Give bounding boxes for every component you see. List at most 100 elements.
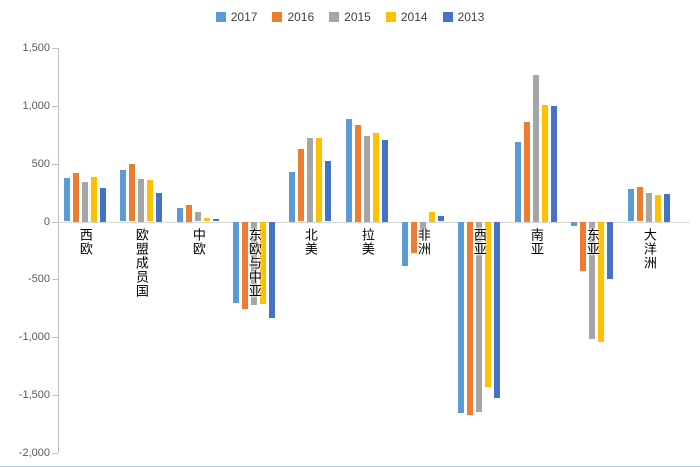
bar-2013-西欧 [100, 188, 106, 222]
bar-2015-西欧 [82, 182, 88, 222]
bar-2016-拉美 [355, 125, 361, 222]
y-tick-mark [52, 106, 58, 107]
bar-2016-东欧与中亚 [242, 222, 248, 309]
y-tick-label: -500 [27, 273, 50, 285]
bar-2017-东亚 [571, 222, 577, 226]
zero-baseline [58, 222, 690, 223]
chart-legend: 2017 2016 2015 2014 2013 [0, 8, 700, 26]
y-tick-mark [52, 453, 58, 454]
legend-swatch-2014 [385, 12, 396, 22]
bar-2015-非洲 [420, 222, 426, 230]
bar-2014-南亚 [542, 105, 548, 222]
y-axis-line [58, 48, 59, 453]
bar-2017-拉美 [346, 119, 352, 222]
bar-2014-东亚 [598, 222, 604, 342]
category-label-非洲: 非洲 [415, 228, 431, 256]
legend-label-2016: 2016 [287, 10, 315, 24]
bar-2017-欧盟成员国 [120, 170, 126, 221]
legend-label-2017: 2017 [230, 10, 258, 24]
bar-2015-中欧 [195, 212, 201, 221]
bar-2016-东亚 [580, 222, 586, 271]
legend-item-2015: 2015 [329, 10, 371, 24]
bar-2016-中欧 [186, 205, 192, 222]
bar-2016-大洋洲 [637, 187, 643, 221]
bar-2013-东欧与中亚 [269, 222, 275, 318]
bar-2013-非洲 [438, 216, 444, 221]
bar-2017-南亚 [515, 142, 521, 222]
bar-2017-东欧与中亚 [233, 222, 239, 303]
legend-label-2013: 2013 [457, 10, 485, 24]
bar-2017-非洲 [402, 222, 408, 266]
legend-swatch-2017 [215, 12, 226, 22]
legend-item-2016: 2016 [272, 10, 314, 24]
bar-2013-中欧 [213, 219, 219, 221]
bar-2017-北美 [289, 172, 295, 222]
bar-2016-西亚 [467, 222, 473, 415]
bar-2015-大洋洲 [646, 193, 652, 222]
bar-2014-西亚 [485, 222, 491, 387]
bar-2017-西欧 [64, 178, 70, 221]
y-tick-mark [52, 395, 58, 396]
bar-2015-北美 [307, 138, 313, 222]
y-tick-mark [52, 337, 58, 338]
bar-2016-欧盟成员国 [129, 164, 135, 221]
category-label-拉美: 拉美 [359, 228, 375, 256]
bar-2015-南亚 [533, 75, 539, 222]
bar-2013-南亚 [551, 106, 557, 222]
legend-item-2013: 2013 [442, 10, 485, 24]
bar-2015-东欧与中亚 [251, 222, 257, 305]
bar-2017-大洋洲 [628, 189, 634, 221]
category-label-西欧: 西欧 [77, 228, 93, 256]
legend-label-2014: 2014 [400, 10, 428, 24]
category-label-东欧与中亚: 东欧与中亚 [246, 228, 262, 298]
bar-2015-西亚 [476, 222, 482, 412]
y-tick-mark [52, 48, 58, 49]
legend-swatch-2016 [272, 12, 283, 22]
bar-2014-东欧与中亚 [260, 222, 266, 304]
y-tick-mark [52, 164, 58, 165]
bar-2017-中欧 [177, 208, 183, 222]
bar-2014-欧盟成员国 [147, 180, 153, 221]
legend-swatch-2015 [329, 12, 340, 22]
y-tick-mark [52, 222, 58, 223]
category-label-西亚: 西亚 [471, 228, 487, 256]
bar-2015-东亚 [589, 222, 595, 339]
bar-2016-南亚 [524, 122, 530, 222]
bar-2016-北美 [298, 149, 304, 221]
category-label-欧盟成员国: 欧盟成员国 [133, 228, 149, 298]
category-label-北美: 北美 [302, 228, 318, 256]
bar-2013-东亚 [607, 222, 613, 279]
bar-2014-西欧 [91, 177, 97, 222]
bar-2014-非洲 [429, 212, 435, 222]
y-tick-label: 1,000 [22, 100, 50, 112]
category-label-大洋洲: 大洋洲 [641, 228, 657, 270]
legend-item-2017: 2017 [215, 10, 258, 24]
y-tick-label: 500 [31, 158, 50, 170]
bar-2013-西亚 [494, 222, 500, 398]
y-tick-label: -1,500 [18, 389, 50, 401]
bar-2014-大洋洲 [655, 195, 661, 222]
category-label-中欧: 中欧 [190, 228, 206, 256]
category-label-南亚: 南亚 [528, 228, 544, 256]
y-tick-label: 1,500 [22, 42, 50, 54]
bar-2014-拉美 [373, 133, 379, 222]
y-tick-label: -2,000 [18, 447, 50, 459]
bar-2015-欧盟成员国 [138, 179, 144, 222]
bar-2015-拉美 [364, 136, 370, 222]
legend-swatch-2013 [442, 12, 453, 22]
category-label-东亚: 东亚 [584, 228, 600, 256]
y-tick-mark [52, 279, 58, 280]
bar-2013-北美 [325, 161, 331, 221]
y-tick-label: 0 [43, 216, 50, 228]
legend-label-2015: 2015 [344, 10, 371, 24]
bar-2014-中欧 [204, 218, 210, 221]
bar-2013-拉美 [382, 140, 388, 222]
bar-2013-大洋洲 [664, 194, 670, 222]
bar-2016-西欧 [73, 173, 79, 222]
bar-2017-西亚 [458, 222, 464, 413]
bar-2013-欧盟成员国 [156, 193, 162, 222]
bar-2016-非洲 [411, 222, 417, 253]
legend-item-2014: 2014 [385, 10, 428, 24]
y-tick-label: -1,000 [18, 331, 50, 343]
